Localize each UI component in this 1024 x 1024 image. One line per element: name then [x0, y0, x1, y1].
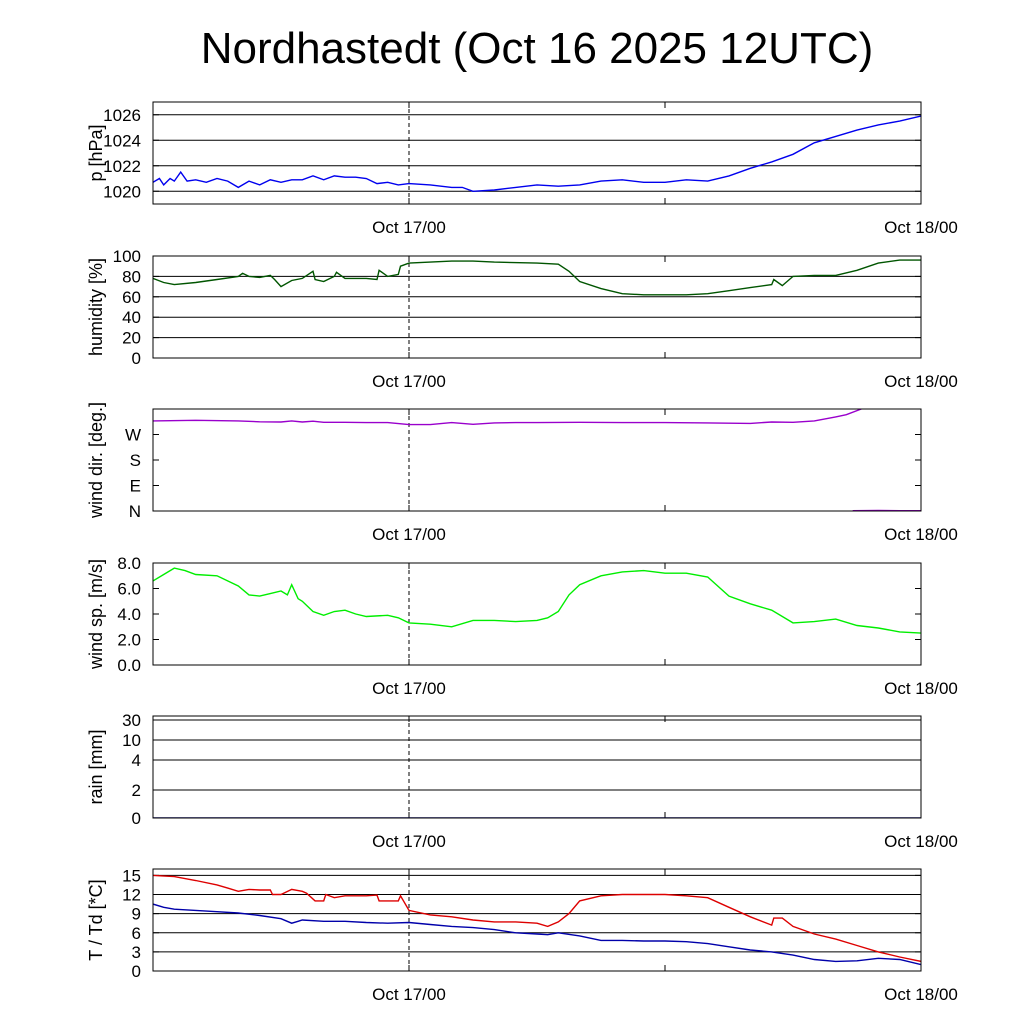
wind-speed-ytick-label: 2.0 [117, 631, 141, 650]
wind-direction-ytick-label: E [130, 477, 141, 496]
wind-direction-series-line-0 [153, 409, 862, 426]
humidity-xtick-label: Oct 17/00 [372, 372, 446, 391]
pressure-series-line-0 [153, 115, 921, 193]
temperature-ytick-label: 12 [122, 886, 141, 905]
humidity-ytick-label: 0 [132, 349, 141, 368]
humidity-ylabel: humidity [%] [86, 258, 106, 356]
pressure-xtick-label: Oct 17/00 [372, 218, 446, 237]
pressure-ytick-label: 1024 [103, 131, 141, 150]
rain-ytick-label: 0 [132, 809, 141, 828]
wind-direction-xtick-label: Oct 17/00 [372, 525, 446, 544]
rain-plot-frame [152, 715, 922, 819]
wind-speed-ylabel: wind sp. [m/s] [86, 559, 106, 670]
humidity-ytick-label: 60 [122, 288, 141, 307]
pressure-ytick-label: 1020 [103, 182, 141, 201]
humidity-ytick-label: 80 [122, 267, 141, 286]
pressure-xtick-label: Oct 18/00 [884, 218, 958, 237]
rain-ytick-label: 30 [122, 711, 141, 730]
pressure-ytick-label: 1022 [103, 157, 141, 176]
temperature-ytick-label: 9 [132, 905, 141, 924]
temperature-series-line-0 [153, 874, 921, 963]
rain-xtick-label: Oct 17/00 [372, 832, 446, 851]
wind-direction-xtick-label: Oct 18/00 [884, 525, 958, 544]
wind-speed-ytick-label: 4.0 [117, 605, 141, 624]
rain-ytick-label: 4 [132, 751, 141, 770]
temperature-ytick-label: 0 [132, 962, 141, 981]
temperature-ylabel: T / Td [*C] [86, 879, 106, 960]
wind-speed-series-line-0 [153, 567, 921, 634]
humidity-series-line-0 [153, 259, 921, 296]
humidity-ytick-label: 100 [113, 247, 141, 266]
humidity-xtick-label: Oct 18/00 [884, 372, 958, 391]
wind-speed-xtick-label: Oct 17/00 [372, 679, 446, 698]
temperature-ytick-label: 6 [132, 924, 141, 943]
rain-xtick-label: Oct 18/00 [884, 832, 958, 851]
wind-speed-panel: 0.0 2.0 4.0 6.0 8.0 Oct 17/00 Oct 18/00 wind sp… [86, 554, 958, 698]
humidity-ytick-label: 40 [122, 308, 141, 327]
wind-speed-ytick-label: 6.0 [117, 580, 141, 599]
wind-speed-ytick-label: 8.0 [117, 554, 141, 573]
rain-ytick-label: 2 [132, 781, 141, 800]
humidity-plot-frame [152, 255, 922, 359]
wind-direction-ytick-label: W [125, 426, 141, 445]
wind-speed-ytick-label: 0.0 [117, 656, 141, 675]
wind-direction-ytick-label: N [129, 502, 141, 521]
chart-title: Nordhastedt (Oct 16 2025 12UTC) [200, 24, 874, 73]
temperature-plot-frame [152, 868, 922, 972]
wind-direction-ylabel: wind dir. [deg.] [86, 402, 106, 519]
wind-speed-xtick-label: Oct 18/00 [884, 679, 958, 698]
rain-ytick-label: 10 [122, 731, 141, 750]
wind-speed-plot-frame [152, 562, 922, 666]
humidity-ytick-label: 20 [122, 329, 141, 348]
pressure-ytick-label: 1026 [103, 106, 141, 125]
temperature-ytick-label: 3 [132, 943, 141, 962]
pressure-plot-frame [152, 101, 922, 205]
temperature-ytick-label: 15 [122, 866, 141, 885]
wind-direction-ytick-label: S [130, 451, 141, 470]
temperature-xtick-label: Oct 17/00 [372, 985, 446, 1004]
temperature-series-line-1 [153, 903, 921, 966]
rain-ylabel: rain [mm] [86, 729, 106, 804]
pressure-ylabel: p [hPa] [86, 124, 106, 181]
temperature-xtick-label: Oct 18/00 [884, 985, 958, 1004]
wind-direction-plot-frame [152, 408, 922, 512]
pressure-panel: 1020 1022 1024 1026 Oct 17/00 Oct 18/00 p [hPa… [86, 101, 958, 237]
